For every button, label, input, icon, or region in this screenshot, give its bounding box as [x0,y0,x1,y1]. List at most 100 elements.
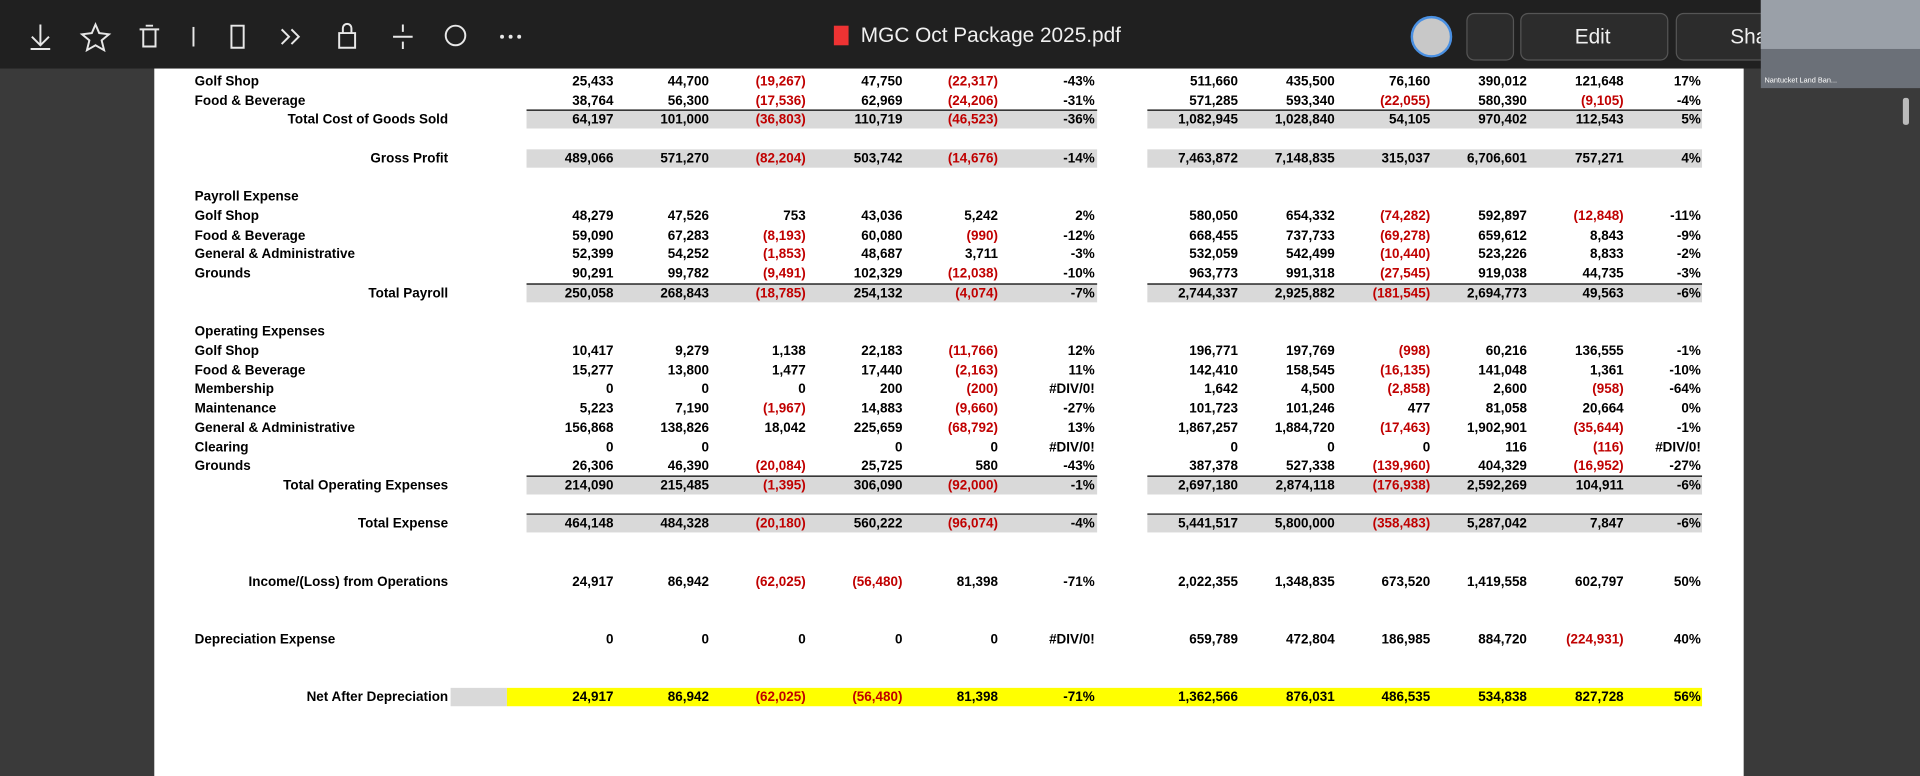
cell-value: 527,338 [1286,458,1335,473]
cell-value: 0 [798,632,805,647]
cell-value: 18,042 [765,420,806,435]
cell-value: (36,803) [756,112,806,127]
cell-value: 580,050 [1189,208,1238,223]
cell-value: 1,884,720 [1275,420,1335,435]
cell-value: 101,723 [1189,400,1238,415]
cell-value: 81,058 [1486,400,1528,415]
favorite-icon[interactable] [79,21,112,53]
scrollbar[interactable] [1902,97,1909,125]
cell-value: 9,279 [675,343,709,358]
more-icon[interactable] [500,34,522,39]
cell-value: 5,800,000 [1275,515,1335,530]
cell-value: (9,105) [1581,93,1624,108]
cell-value: -4% [1677,93,1701,108]
cell-value: 268,843 [660,285,709,300]
cell-value: 1,082,945 [1178,112,1238,127]
cell-value: (12,848) [1574,208,1624,223]
cell-value: 43,036 [861,208,902,223]
toolbar-icons [30,21,467,53]
cell-value: 5,223 [580,400,614,415]
lock-icon[interactable] [338,22,357,49]
cell-value: (27,545) [1380,266,1430,281]
cell-value: 5,441,517 [1178,515,1238,530]
cell-value: 99,782 [668,266,709,281]
row-label: Income/(Loss) from Operations [249,574,449,589]
row-label: Food & Beverage [195,362,306,377]
cell-value: 0 [606,632,613,647]
pages-icon[interactable] [230,24,245,49]
cell-value: (1,395) [763,477,806,492]
row-shading [1147,514,1703,533]
profile-avatar[interactable] [1410,15,1453,58]
row-label: Clearing [195,440,249,455]
cell-value: 56% [1674,689,1701,704]
cell-value: 0 [1423,440,1430,455]
financial-table: Golf Shop 25,433 44,700 (19,267) 47,750 (22,3… [195,74,1703,707]
cell-value: 0 [701,632,708,647]
fit-icon[interactable] [393,24,413,49]
cell-value: 136,555 [1575,343,1624,358]
cell-value: 1,902,901 [1467,420,1527,435]
row-label: Food & Beverage [195,228,306,243]
cell-value: #DIV/0! [1049,440,1095,455]
cell-value: -6% [1677,515,1701,530]
cell-value: 2,697,180 [1178,477,1238,492]
cell-value: 24,917 [572,574,613,589]
cell-value: -27% [1669,458,1700,473]
cell-value: 200 [880,381,902,396]
cell-value: 44,700 [668,74,709,89]
cell-value: (224,931) [1566,632,1624,647]
cell-value: 4% [1681,151,1700,166]
cell-value: -2% [1677,246,1701,261]
cell-value: 0 [701,381,708,396]
cell-value: 54,252 [668,246,709,261]
cell-value: 0 [606,381,613,396]
cell-value: (8,193) [763,228,806,243]
cell-value: -12% [1063,228,1094,243]
cell-value: 101,246 [1286,400,1335,415]
cell-value: 659,612 [1478,228,1527,243]
cell-value: 0% [1681,400,1700,415]
cell-value: 991,318 [1286,266,1335,281]
cell-value: 542,499 [1286,246,1335,261]
cell-value: (998) [1399,343,1430,358]
row-shading [1147,476,1703,495]
info-icon[interactable] [444,24,467,47]
row-label: General & Administrative [195,246,356,261]
delete-icon[interactable] [139,24,160,48]
cell-value: 67,283 [668,228,709,243]
edit-button[interactable] [1520,12,1669,61]
cell-value: 7,463,872 [1178,151,1238,166]
cell-value: 8,833 [1590,246,1624,261]
cell-value: 534,838 [1478,689,1527,704]
cell-value: (92,000) [948,477,998,492]
cell-value: -14% [1063,151,1094,166]
cell-value: 0 [1230,440,1237,455]
cell-value: -31% [1063,93,1094,108]
cell-value: -6% [1677,285,1701,300]
cell-value: 214,090 [565,477,614,492]
cell-value: 5,287,042 [1467,515,1527,530]
cell-value: 7,148,835 [1275,151,1335,166]
cell-value: -64% [1669,381,1700,396]
cell-value: (139,960) [1373,458,1431,473]
cell-value: 13,800 [668,362,709,377]
cell-value: (9,660) [955,400,998,415]
forward-icon[interactable] [280,28,301,45]
cell-value: (62,025) [756,574,806,589]
cell-value: 404,329 [1478,458,1527,473]
cell-value: 532,059 [1189,246,1238,261]
download-icon[interactable] [30,24,51,50]
comment-button[interactable] [1466,12,1515,61]
cell-value: 827,728 [1575,689,1624,704]
cell-value: 59,090 [572,228,613,243]
cell-value: 560,222 [854,515,903,530]
row-label: Net After Depreciation [307,689,449,704]
cell-value: (12,038) [948,266,998,281]
cell-value: (24,206) [948,93,998,108]
cell-value: 52,399 [572,246,613,261]
cell-value: 56,300 [668,93,709,108]
cell-value: 60,080 [861,228,902,243]
